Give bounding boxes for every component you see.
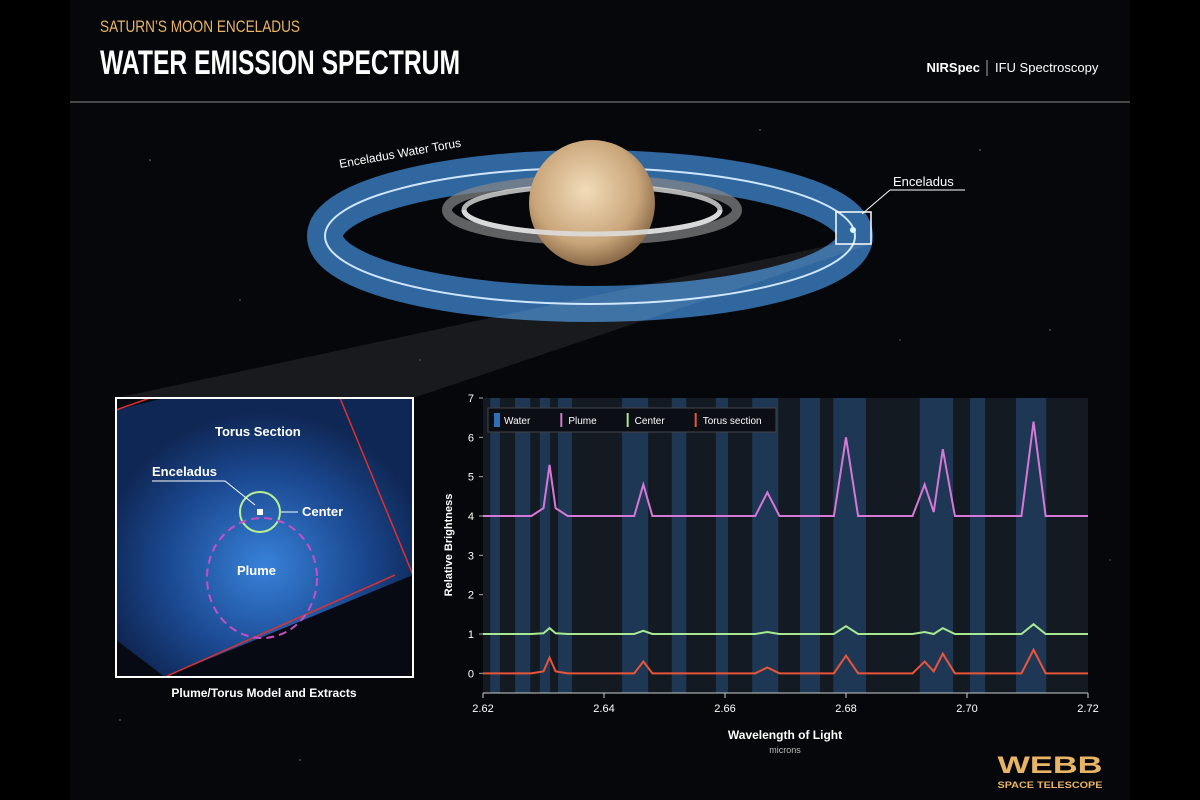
x-axis-unit: microns [769, 745, 801, 755]
stars [119, 129, 1111, 761]
logo: WEBB [998, 752, 1103, 779]
x-tick-label: 2.66 [714, 703, 735, 715]
water-band [558, 398, 572, 693]
water-band [622, 398, 649, 693]
inset-moon-label: Enceladus [152, 464, 217, 479]
y-tick-label: 1 [468, 629, 474, 641]
saturn-illustration [116, 140, 965, 398]
water-band [671, 398, 687, 693]
water-band [539, 398, 551, 693]
y-tick-label: 7 [468, 393, 474, 405]
y-axis-title: Relative Brightness [443, 494, 455, 597]
logo-sub: SPACE TELESCOPE [998, 780, 1103, 790]
x-tick-label: 2.64 [593, 703, 614, 715]
y-tick-label: 5 [468, 472, 474, 484]
water-band [490, 398, 500, 693]
x-tick-label: 2.62 [472, 703, 493, 715]
inset [115, 397, 414, 678]
title: WATER EMISSION SPECTRUM [100, 44, 460, 82]
legend-label: Center [635, 416, 666, 427]
legend-box [487, 407, 777, 433]
legend-swatch [494, 413, 500, 427]
y-tick-label: 4 [468, 511, 474, 523]
plot-area [483, 398, 1088, 693]
water-band [919, 398, 954, 693]
inset-caption: Plume/Torus Model and Extracts [171, 686, 356, 700]
y-tick-label: 3 [468, 550, 474, 562]
water-band [833, 398, 866, 693]
instrument: NIRSpec [927, 60, 980, 75]
legend-label: Torus section [703, 416, 762, 427]
plume-label: Plume [237, 563, 276, 578]
y-tick-label: 6 [468, 432, 474, 444]
x-tick-label: 2.70 [956, 703, 977, 715]
water-band [970, 398, 986, 693]
water-band [715, 398, 729, 693]
moon-label: Enceladus [893, 174, 954, 189]
y-tick-label: 2 [468, 590, 474, 602]
x-tick-label: 2.68 [835, 703, 856, 715]
legend-label: Water [504, 416, 531, 427]
y-tick-label: 0 [468, 668, 474, 680]
series-line [483, 421, 1088, 517]
legend-label: Plume [568, 416, 597, 427]
mode: IFU Spectroscopy [995, 60, 1099, 75]
series-line [483, 647, 1088, 675]
x-axis-title: Wavelength of Light [728, 728, 842, 742]
center-label: Center [302, 504, 343, 519]
kicker: SATURN’S MOON ENCELADUS [100, 17, 300, 36]
water-band [515, 398, 531, 693]
water-band [800, 398, 820, 693]
region-label: Torus Section [215, 424, 301, 439]
spectrum-chart: 0 1 2 3 4 5 6 7 2.62 2.64 2.66 2.68 2.70 2.72 Water Plu… [468, 393, 1099, 715]
series-line [483, 622, 1088, 636]
water-band [752, 398, 779, 693]
x-tick-label: 2.72 [1077, 703, 1098, 715]
